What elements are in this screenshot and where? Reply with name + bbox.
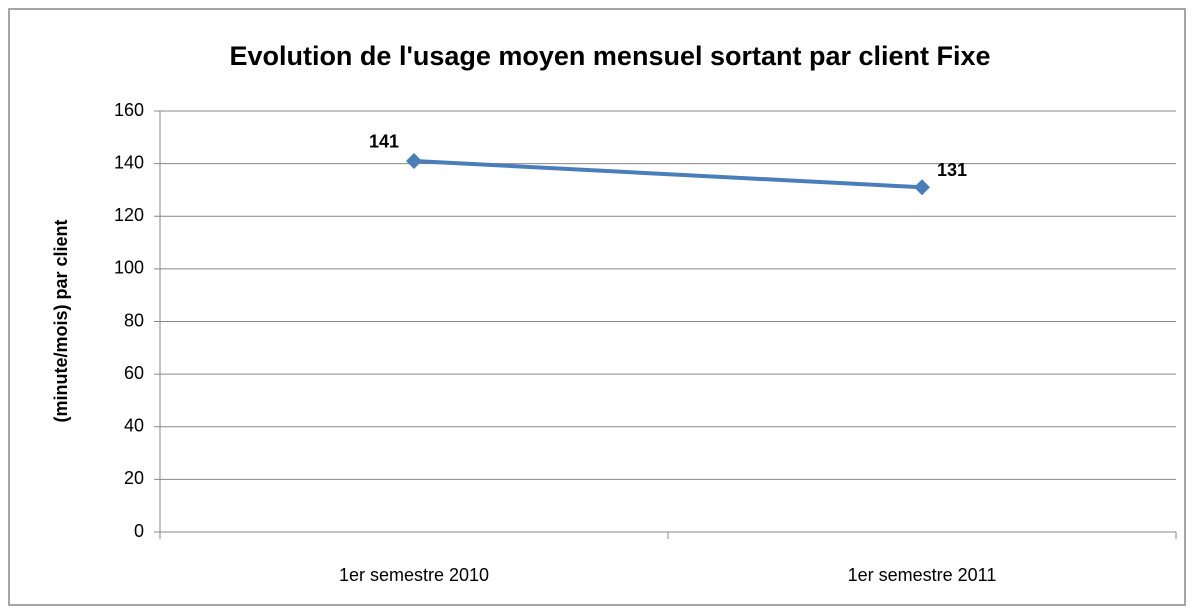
y-tick-label: 140 [114,152,144,172]
x-tick-label: 1er semestre 2010 [339,565,489,585]
x-tick-label: 1er semestre 2011 [848,565,997,585]
data-point [406,152,422,169]
y-tick-label: 40 [124,416,144,436]
y-tick-label: 0 [134,521,144,541]
data-label: 141 [369,132,399,152]
y-tick-label: 60 [124,363,144,383]
y-tick-label: 160 [114,100,144,120]
data-label: 131 [937,160,967,180]
y-axis-label: (minute/mois) par client [51,219,71,422]
chart-title: Evolution de l'usage moyen mensuel sorta… [229,41,990,71]
y-tick-label: 120 [114,205,144,225]
chart-frame [8,8,1186,606]
series-line [413,158,923,190]
y-tick-label: 80 [124,310,144,330]
data-point [914,179,930,196]
y-tick-label: 100 [114,258,144,278]
y-tick-label: 20 [124,468,144,488]
